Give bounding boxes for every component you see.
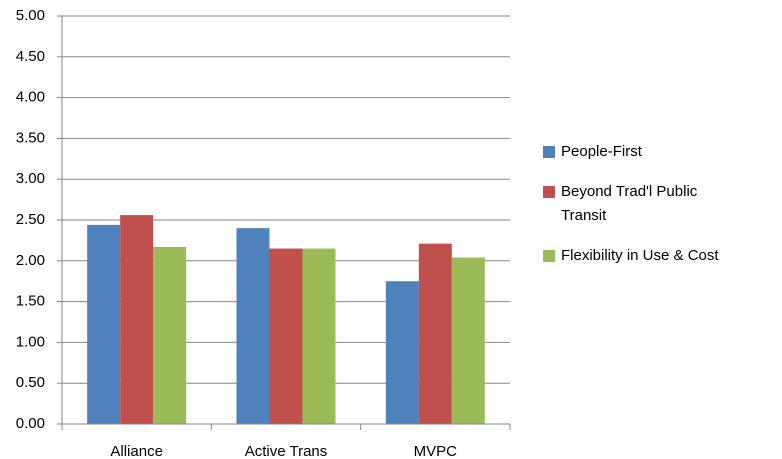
legend-label: Beyond Trad'l Public Transit bbox=[561, 183, 698, 224]
y-tick-label: 3.00 bbox=[16, 170, 45, 187]
x-tick-label: MVPC bbox=[414, 443, 458, 459]
bar bbox=[302, 248, 336, 424]
legend-item: Beyond Trad'l Public Transit bbox=[543, 180, 779, 228]
legend-label: People-First bbox=[561, 143, 642, 160]
bar bbox=[451, 257, 485, 424]
legend-item: People-First bbox=[543, 140, 779, 164]
legend-swatch bbox=[543, 146, 555, 158]
bar bbox=[87, 224, 121, 424]
legend-swatch bbox=[543, 250, 555, 262]
legend-label: Flexibility in Use & Cost bbox=[561, 247, 719, 264]
y-tick-label: 3.50 bbox=[16, 129, 45, 146]
y-tick-label: 0.00 bbox=[16, 415, 45, 432]
bar bbox=[269, 248, 303, 424]
y-tick-label: 4.50 bbox=[16, 48, 45, 65]
bar bbox=[236, 228, 270, 424]
y-tick-label: 4.00 bbox=[16, 89, 45, 106]
y-tick-label: 1.50 bbox=[16, 293, 45, 310]
bar bbox=[385, 281, 419, 424]
bar bbox=[153, 246, 187, 424]
bar bbox=[120, 215, 154, 424]
y-tick-label: 0.50 bbox=[16, 374, 45, 391]
bar bbox=[418, 243, 452, 424]
y-tick-label: 5.00 bbox=[16, 7, 45, 24]
legend: People-First Beyond Trad'l Public Transit… bbox=[543, 140, 779, 284]
y-tick-label: 2.50 bbox=[16, 211, 45, 228]
legend-swatch bbox=[543, 186, 555, 198]
x-tick-label: Active Trans bbox=[245, 443, 328, 459]
x-tick-label: Alliance bbox=[110, 443, 163, 459]
y-tick-label: 1.00 bbox=[16, 333, 45, 350]
legend-item: Flexibility in Use & Cost bbox=[543, 244, 779, 268]
y-tick-label: 2.00 bbox=[16, 252, 45, 269]
